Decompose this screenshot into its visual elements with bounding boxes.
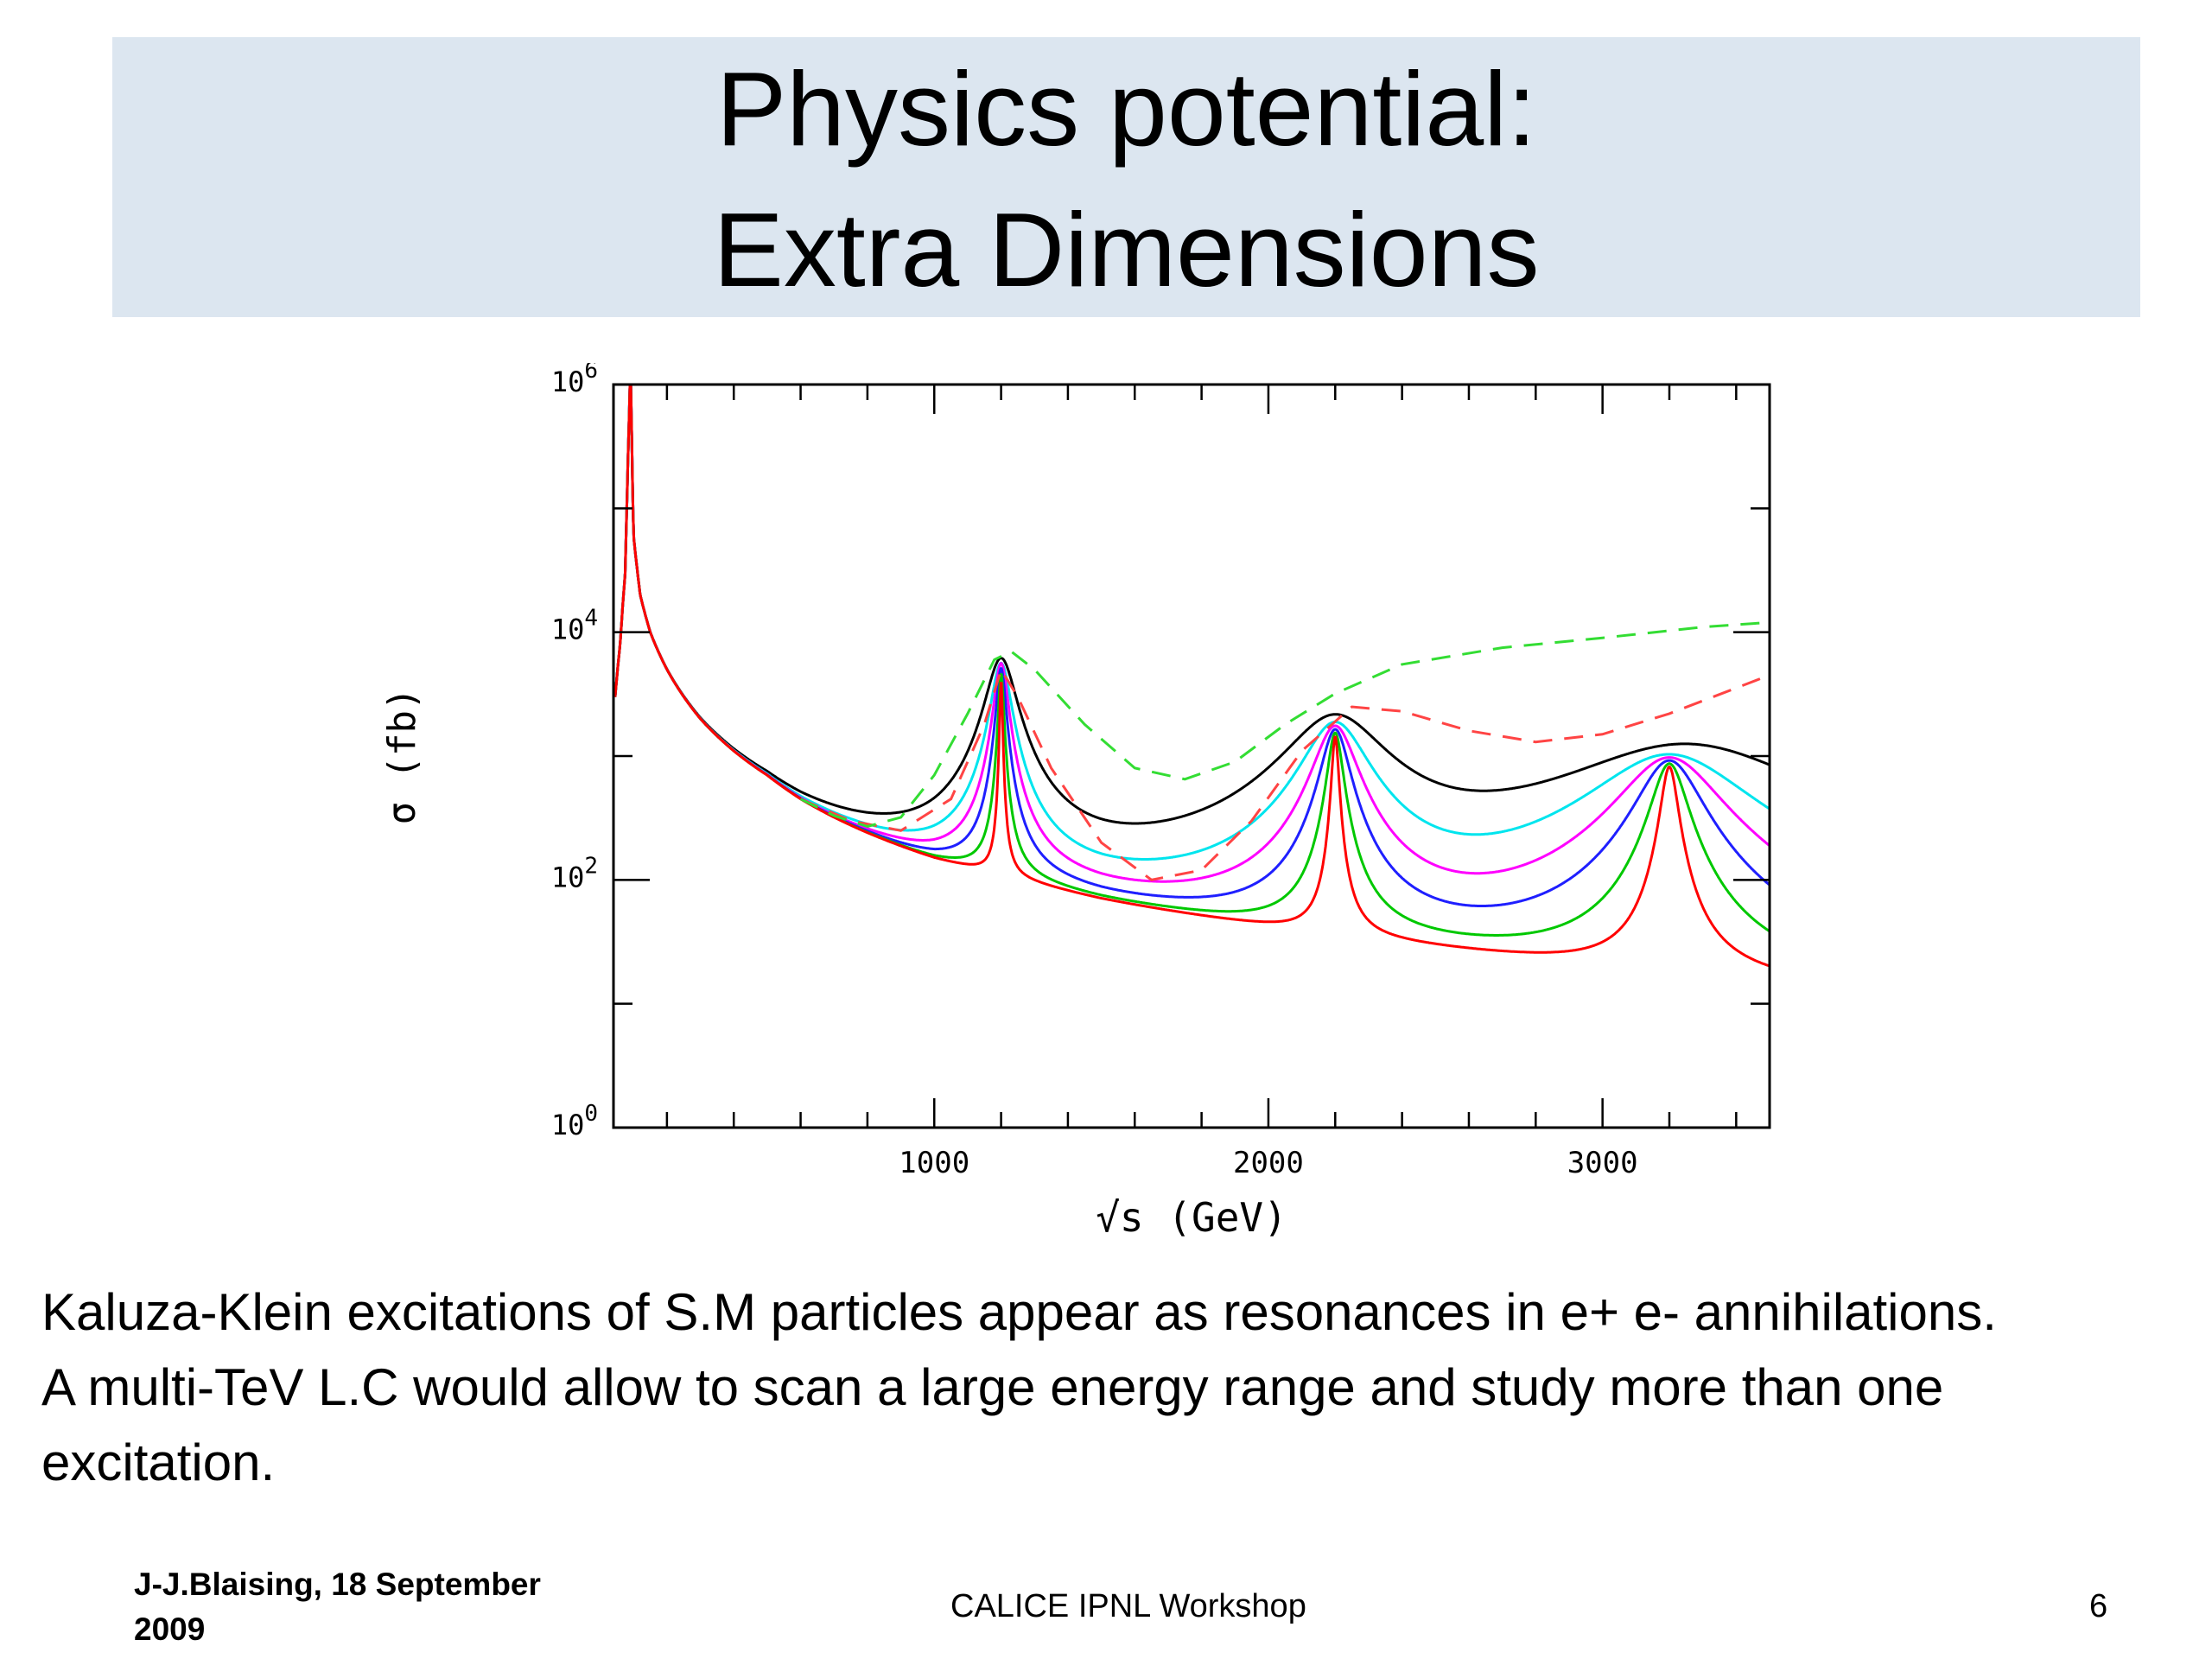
series-line-7	[800, 666, 1770, 881]
series-line-3	[613, 385, 1770, 883]
x-tick-label: 3000	[1567, 1146, 1638, 1180]
y-tick-label: 106	[551, 363, 598, 398]
x-axis-label: √s (GeV)	[1096, 1194, 1287, 1241]
page-number: 6	[2089, 1588, 2108, 1624]
y-tick-label: 100	[551, 1101, 598, 1141]
slide-title-line-2: Extra Dimensions	[713, 191, 1540, 308]
series-line-6	[613, 385, 1770, 968]
footer-author-line-2: 2009	[134, 1611, 206, 1647]
footer-event: CALICE IPNL Workshop	[950, 1588, 1306, 1624]
body-line-3: excitation.	[41, 1433, 276, 1491]
title-band: Physics potential: Extra Dimensions	[112, 37, 2140, 317]
x-tick-label: 2000	[1233, 1146, 1304, 1180]
body-line-1: Kaluza-Klein excitations of S.M particle…	[41, 1283, 1997, 1341]
y-tick-label: 104	[551, 606, 598, 646]
body-text: Kaluza-Klein excitations of S.M particle…	[41, 1274, 2184, 1500]
y-tick-label: 102	[551, 853, 598, 893]
series-line-8	[799, 620, 1770, 829]
y-axis-label: σ (fb)	[380, 688, 424, 825]
series-line-5	[613, 385, 1770, 937]
body-line-2: A multi-TeV L.C would allow to scan a la…	[41, 1358, 1944, 1416]
series-line-2	[613, 385, 1770, 861]
series-line-1	[613, 385, 1770, 825]
slide-title-line-1: Physics potential:	[715, 50, 1537, 168]
x-tick-label: 1000	[899, 1146, 969, 1180]
plot-frame	[612, 383, 1771, 1129]
footer-author-line-1: J-J.Blaising, 18 September	[134, 1567, 541, 1602]
footer-author: J-J.Blaising, 18 September 2009	[134, 1562, 541, 1652]
cross-section-chart: 1000 2000 3000 100 102 104 106 √s (GeV) σ (fb)	[380, 363, 1771, 1241]
series-line-4	[613, 385, 1770, 907]
